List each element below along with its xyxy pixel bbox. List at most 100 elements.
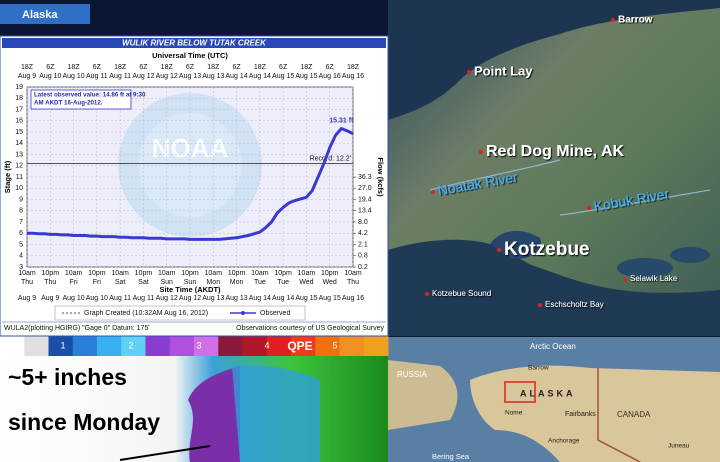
x-tick-date: Aug 13 [202, 295, 224, 302]
x-top-date: Aug 11 [86, 73, 108, 80]
record-label: Record: 12.2' [310, 155, 351, 162]
y2-tick-label: 36.3 [358, 174, 372, 181]
map-label: Bering Sea [432, 452, 470, 461]
qpe-label: 4 [264, 340, 269, 350]
x-tick-day: Wed [323, 279, 337, 286]
y-axis-title: Stage (ft) [3, 160, 12, 193]
x-tick-time: 10pm [228, 270, 246, 277]
y2-tick-label: 13.4 [358, 208, 372, 215]
y-tick-label: 5 [19, 241, 23, 248]
y2-tick-label: 19.4 [358, 196, 372, 203]
qpe-swatch [218, 336, 243, 356]
x-tick-day: Fri [93, 279, 102, 286]
note-text: AM AKDT 16-Aug-2012. [34, 100, 103, 107]
x-tick-day: Sat [138, 279, 149, 286]
map-label: RUSSIA [397, 370, 427, 379]
y-tick-label: 16 [15, 118, 23, 125]
y-tick-label: 9 [19, 196, 23, 203]
map-label: Fairbanks [565, 411, 596, 418]
x-tick-time: 10am [18, 270, 36, 277]
x-top-date: Aug 16 [319, 73, 341, 80]
x-tick-day: Tue [277, 279, 289, 286]
y2-tick-label: 4.2 [358, 230, 368, 237]
tab[interactable] [0, 4, 90, 24]
x-top-time: 6Z [139, 64, 148, 71]
x-top-date: Aug 15 [272, 73, 294, 80]
x-top-time: 18Z [254, 64, 267, 71]
x-top-time: 6Z [232, 64, 241, 71]
tab-label: Alaska [22, 9, 58, 21]
x-tick-time: 10am [205, 270, 223, 277]
x-tick-date: Aug 12 [156, 295, 178, 302]
y-tick-label: 15 [15, 129, 23, 136]
x-top-date: Aug 10 [62, 73, 84, 80]
qpe-swatch [72, 336, 98, 356]
x-top-date: Aug 9 [18, 73, 36, 80]
x-tick-day: Tue [254, 279, 266, 286]
x-tick-day: Thu [21, 279, 33, 286]
qpe-swatch [339, 336, 365, 356]
qpe-swatch [97, 336, 122, 356]
place-dot [538, 303, 542, 307]
x-top-date: Aug 15 [295, 73, 317, 80]
footer-right: Observations courtesy of US Geological S… [236, 325, 384, 332]
place-label: Kotzebue Sound [432, 289, 491, 298]
y-tick-label: 18 [15, 95, 23, 102]
x-top-time: 6Z [93, 64, 102, 71]
y2-tick-label: 0.8 [358, 253, 368, 260]
place-dot [587, 206, 591, 210]
x-tick-time: 10am [158, 270, 176, 277]
legend-label: Graph Created (10:32AM Aug 16, 2012) [84, 310, 208, 317]
x-tick-date: Aug 11 [133, 295, 155, 302]
x-top-time: 18Z [207, 64, 220, 71]
place-label: Point Lay [474, 63, 533, 78]
x-tick-time: 10am [65, 270, 83, 277]
qpe-swatch [266, 336, 292, 356]
x-tick-date: Aug 15 [295, 295, 317, 302]
y-tick-label: 11 [16, 174, 23, 181]
x-tick-time: 10am [344, 270, 362, 277]
place-label: Kotzebue [504, 239, 590, 260]
qpe-swatch [291, 336, 316, 356]
x-tick-date: Aug 15 [319, 295, 341, 302]
x-tick-time: 10am [298, 270, 316, 277]
x-top-date: Aug 11 [109, 73, 131, 80]
peak-label: 15.31 ft [329, 117, 354, 124]
qpe-swatch [242, 336, 268, 356]
x-tick-date: Aug 14 [249, 295, 271, 302]
qpe-swatch [24, 336, 49, 356]
place-label: Red Dog Mine, AK [486, 143, 625, 160]
place-dot [497, 248, 501, 252]
qpe-swatch [315, 336, 340, 356]
x-top-date: Aug 14 [225, 73, 247, 80]
top-axis-title: Universal Time (UTC) [152, 51, 228, 60]
x-top-date: Aug 14 [249, 73, 271, 80]
place-dot [623, 277, 627, 281]
place-dot [479, 150, 483, 154]
footer-left: WULA2(plotting HGIRG) "Gage 0" Datum: 17… [4, 325, 150, 332]
map-label: ALASKA [520, 388, 576, 398]
legend-dot [241, 311, 245, 315]
place-dot [467, 70, 471, 74]
y-tick-label: 19 [15, 84, 23, 91]
x-tick-time: 10pm [274, 270, 292, 277]
x-tick-time: 10pm [321, 270, 339, 277]
x-tick-date: Aug 11 [109, 295, 131, 302]
x-top-date: Aug 16 [342, 73, 364, 80]
qpe-swatch [363, 336, 389, 356]
locator-map: Arctic Ocean Barrow RUSSIA ALASKA Nome Fairba… [388, 337, 720, 462]
x-tick-time: 10am [111, 270, 129, 277]
locator-box [504, 381, 536, 403]
y-tick-label: 17 [15, 106, 23, 113]
x-top-time: 18Z [347, 64, 360, 71]
place-dot [431, 190, 435, 194]
place-dot [425, 292, 429, 296]
y-tick-label: 12 [15, 163, 23, 170]
qpe-label: 1 [60, 340, 65, 350]
y-tick-label: 3 [19, 264, 23, 271]
x-axis-title: Site Time (AKDT) [159, 285, 221, 294]
qpe-swatch [121, 336, 146, 356]
x-top-time: 18Z [21, 64, 34, 71]
x-tick-day: Mon [206, 279, 220, 286]
y-tick-label: 6 [19, 230, 23, 237]
